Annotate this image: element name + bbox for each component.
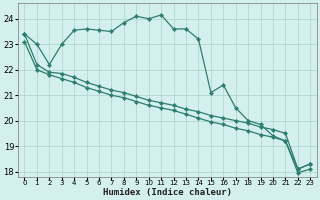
X-axis label: Humidex (Indice chaleur): Humidex (Indice chaleur) [103,188,232,197]
